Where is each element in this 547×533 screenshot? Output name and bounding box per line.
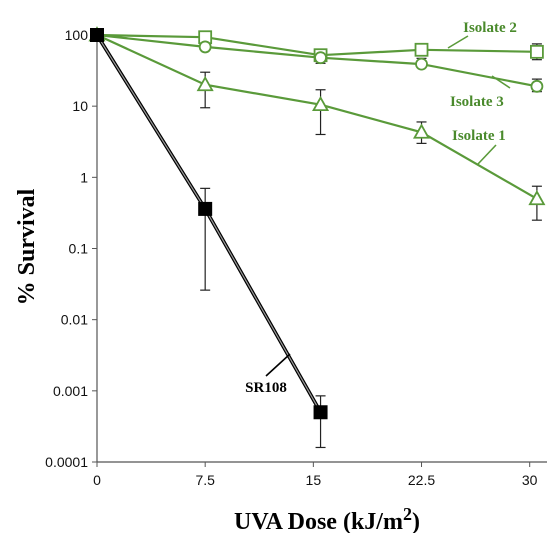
series-label-sr108: SR108 — [245, 380, 287, 396]
data-point — [314, 51, 327, 65]
data-point — [312, 95, 330, 112]
y-tick-label: 0.01 — [61, 312, 88, 328]
annotation-leader-line — [447, 35, 469, 49]
data-point — [313, 405, 328, 420]
x-tick-label: 15 — [306, 472, 322, 488]
data-point — [414, 42, 429, 57]
data-point — [198, 40, 212, 54]
y-tick-label: 0.1 — [69, 241, 89, 257]
x-tick-label: 30 — [522, 472, 538, 488]
y-tick-label: 1 — [80, 169, 88, 185]
x-axis-title: UVA Dose (kJ/m2) — [234, 504, 420, 533]
data-point — [530, 44, 544, 59]
series-sr108 — [90, 28, 328, 449]
series-label-isolate-2: Isolate 2 — [463, 20, 517, 36]
x-tick-label: 0 — [93, 472, 101, 488]
data-point — [530, 79, 544, 93]
y-tick-label: 10 — [72, 98, 88, 114]
data-point — [412, 123, 431, 139]
y-tick-label: 100 — [65, 27, 89, 43]
data-point — [198, 201, 213, 216]
annotation-leader-line — [265, 353, 291, 377]
ticks-group: 0 7.5 15 22.5 30 0.0001 0.001 0.01 0.1 1 10 100 — [45, 27, 538, 488]
series-group — [88, 26, 546, 449]
data-point — [528, 189, 546, 206]
data-point — [90, 28, 104, 42]
data-point — [196, 75, 214, 92]
annotation-leader-line — [477, 144, 497, 165]
series-label-isolate-1: Isolate 1 — [452, 128, 506, 144]
y-tick-label: 0.0001 — [45, 454, 88, 470]
x-tick-label: 7.5 — [195, 472, 215, 488]
annotations-group: Isolate 2 Isolate 3 Isolate 1 SR108 — [245, 20, 517, 396]
x-tick-label: 22.5 — [408, 472, 435, 488]
annotation-leader-line — [491, 75, 511, 89]
axes-group — [96, 30, 547, 463]
data-point — [415, 57, 428, 71]
y-axis-title: % Survival — [14, 188, 40, 305]
series-label-isolate-3: Isolate 3 — [450, 94, 504, 110]
series-isolate-3 — [90, 28, 544, 93]
y-tick-label: 0.001 — [53, 383, 88, 399]
